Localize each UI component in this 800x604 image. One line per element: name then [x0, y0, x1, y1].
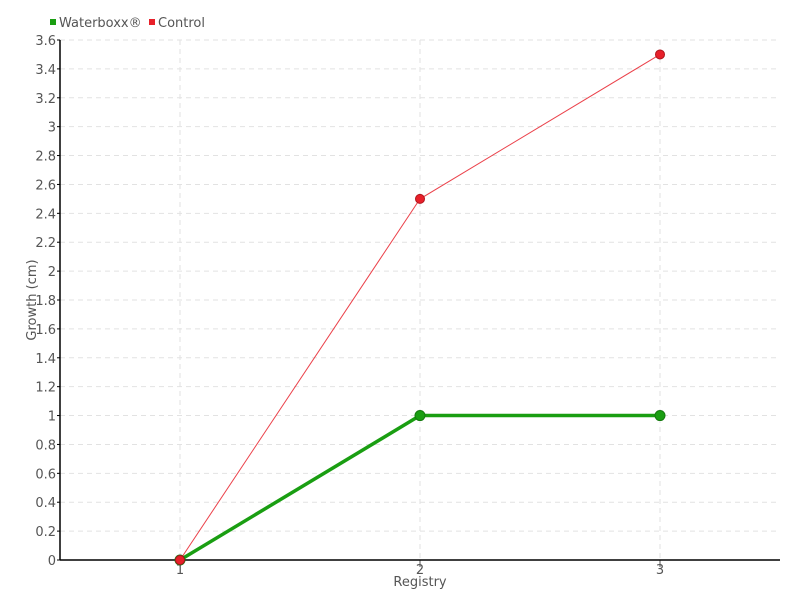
- y-tick-label: 0.4: [35, 496, 56, 511]
- legend: Waterboxx® Control: [50, 16, 205, 31]
- y-tick-label: 0: [48, 554, 56, 569]
- y-tick-label: 0.2: [35, 525, 56, 540]
- legend-label: Control: [158, 16, 205, 31]
- axes: 0 0.2 0.4 0.6 0.8 1 1.2 1.4 1.6 1.8 2 2.2 2.4 2.6 2.8 3…: [35, 34, 780, 578]
- y-tick-label: 0.6: [35, 467, 56, 482]
- y-tick-label: 1.4: [35, 352, 56, 367]
- y-axis-label: Growth (cm): [25, 259, 40, 340]
- y-tick-label: 2.4: [35, 207, 56, 222]
- data-point: [654, 410, 666, 422]
- y-tick-label: 1.2: [35, 381, 56, 396]
- y-tick-label: 1.6: [35, 323, 56, 338]
- series-group: [174, 49, 666, 566]
- x-tick-label: 1: [176, 563, 184, 578]
- y-tick-label: 2.2: [35, 236, 56, 251]
- data-point: [414, 410, 426, 422]
- legend-label: Waterboxx®: [59, 16, 142, 31]
- y-tick-label: 3: [48, 121, 56, 136]
- data-point: [415, 193, 425, 204]
- x-tick-label: 2: [416, 563, 424, 578]
- y-tick-label: 2.6: [35, 178, 56, 193]
- y-tick-label: 0.8: [35, 438, 56, 453]
- y-tick-label: 3.4: [35, 63, 56, 78]
- legend-swatch: [50, 19, 56, 25]
- data-point: [655, 49, 665, 60]
- y-tick-label: 1.8: [35, 294, 56, 309]
- grid: [60, 39, 780, 560]
- y-tick-label: 2.8: [35, 150, 56, 165]
- y-tick-label: 2: [48, 265, 56, 280]
- y-tick-label: 3.6: [35, 34, 56, 49]
- y-tick-label: 1: [48, 410, 56, 425]
- legend-swatch: [149, 19, 155, 25]
- x-axis-label: Registry: [393, 575, 447, 590]
- data-point: [175, 555, 185, 565]
- x-tick-label: 3: [656, 563, 664, 578]
- y-tick-label: 3.2: [35, 92, 56, 107]
